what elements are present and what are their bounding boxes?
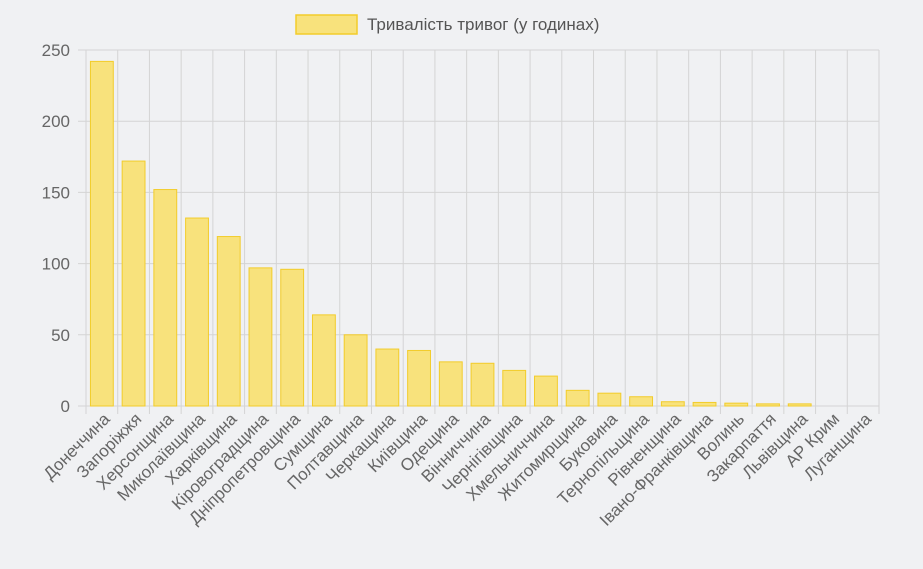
bar[interactable] [470, 362, 495, 407]
y-axis-ticks: 0 50 100 150 200 250 [42, 41, 70, 416]
bar[interactable] [724, 402, 749, 407]
bar[interactable] [534, 375, 558, 407]
y-tick-label: 250 [42, 41, 70, 60]
bar[interactable] [407, 349, 431, 407]
chart-grid [78, 49, 880, 414]
bar[interactable] [692, 401, 717, 407]
bar[interactable] [185, 217, 209, 407]
y-tick-label: 0 [61, 397, 70, 416]
bar[interactable] [311, 314, 336, 407]
chart-bars [89, 60, 812, 407]
bar[interactable] [597, 392, 622, 407]
bar[interactable] [565, 389, 590, 407]
bar[interactable] [121, 160, 146, 407]
y-tick-label: 50 [51, 326, 70, 345]
bar[interactable] [660, 401, 685, 407]
bar[interactable] [248, 267, 273, 407]
y-tick-label: 100 [42, 255, 70, 274]
legend[interactable]: Тривалість тривог (у годинах) [295, 14, 599, 35]
y-tick-label: 200 [42, 112, 70, 131]
bar[interactable] [629, 396, 654, 407]
bar[interactable] [502, 369, 527, 407]
legend-swatch [295, 14, 358, 35]
bar[interactable] [375, 348, 400, 407]
bar[interactable] [153, 189, 178, 407]
bar[interactable] [343, 334, 368, 407]
bar[interactable] [787, 403, 812, 407]
bar[interactable] [438, 361, 463, 407]
legend-label: Тривалість тривог (у годинах) [367, 15, 599, 34]
bar[interactable] [756, 403, 780, 407]
bar[interactable] [89, 60, 114, 407]
bar[interactable] [280, 268, 305, 407]
bar[interactable] [216, 236, 241, 407]
y-tick-label: 150 [42, 183, 70, 202]
x-axis-ticks: ДонеччинаЗапоріжжяХерсонщинаМиколаївщина… [40, 409, 876, 530]
